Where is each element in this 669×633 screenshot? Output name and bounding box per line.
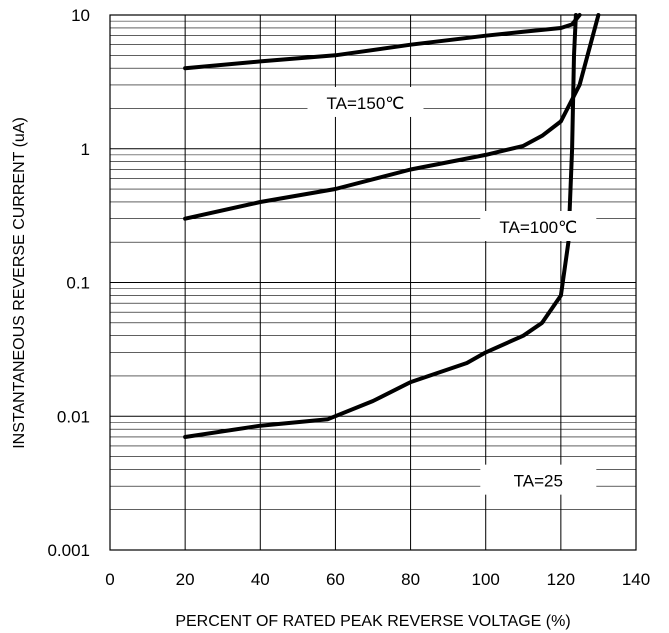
annotation-background xyxy=(480,210,597,241)
series-annotation-label: TA=150℃ xyxy=(327,94,405,113)
x-tick-labels: 0 20 40 60 80 100 120 140 xyxy=(105,570,650,589)
y-tick-label: 0.01 xyxy=(57,407,90,426)
x-tick-label: 0 xyxy=(105,570,114,589)
y-tick-label: 10 xyxy=(71,6,90,25)
x-tick-label: 140 xyxy=(622,570,650,589)
series-group xyxy=(183,13,601,439)
x-tick-label: 80 xyxy=(401,570,420,589)
series-line-1 xyxy=(183,13,582,71)
annotations-group: TA=150℃ TA=100℃ TA=25 xyxy=(307,86,597,495)
x-tick-label: 60 xyxy=(326,570,345,589)
series-annotation-label: TA=100℃ xyxy=(499,218,577,237)
y-tick-labels: 0.001 0.01 0.1 1 10 xyxy=(47,6,90,560)
plot-frame xyxy=(109,14,637,551)
x-tick-label: 40 xyxy=(251,570,270,589)
x-tick-label: 120 xyxy=(547,570,575,589)
y-tick-label: 0.001 xyxy=(47,541,90,560)
x-axis-label: PERCENT OF RATED PEAK REVERSE VOLTAGE (%… xyxy=(175,613,570,630)
x-tick-label: 100 xyxy=(472,570,500,589)
x-tick-label: 20 xyxy=(176,570,195,589)
series-line-2 xyxy=(183,13,601,221)
y-tick-label: 1 xyxy=(81,140,90,159)
annotation-background xyxy=(480,464,597,495)
y-tick-label: 0.1 xyxy=(66,274,90,293)
series-annotation-label: TA=25 xyxy=(514,472,563,491)
series-line-3 xyxy=(183,13,578,439)
y-axis-label: INSTANTANEOUS REVERSE CURRENT (uA) xyxy=(11,117,28,449)
annotation-background xyxy=(307,86,424,117)
